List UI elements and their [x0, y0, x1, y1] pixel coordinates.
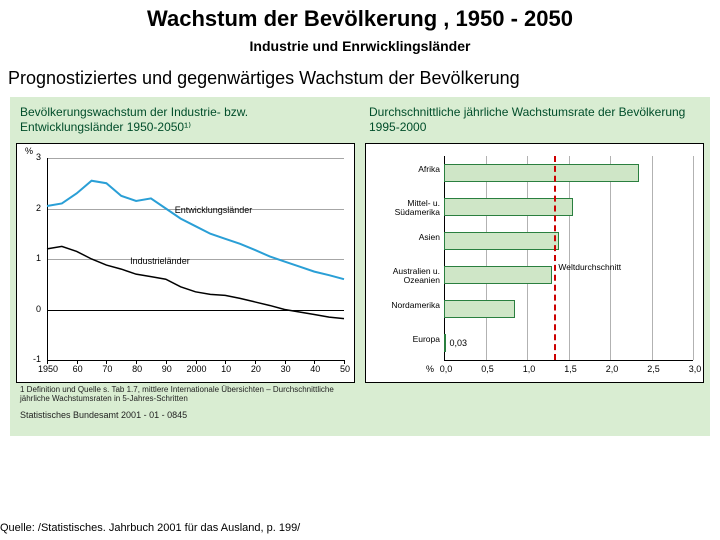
category-label: Australien u. Ozeanien [368, 267, 440, 285]
category-label: Europa [368, 335, 440, 344]
series-label-industrial: Industrieländer [130, 256, 190, 266]
bar-1 [444, 198, 573, 217]
bar-4 [444, 300, 515, 319]
left-chart-footnote: 1 Definition und Quelle s. Tab 1.7, mitt… [16, 383, 355, 404]
category-label: Nordamerika [368, 301, 440, 310]
x-tick-label: 3,0 [683, 364, 707, 374]
citation: Quelle: /Statistisches. Jahrbuch 2001 fü… [0, 522, 300, 534]
right-panel: Durchschnittliche jährliche Wachstumsrat… [365, 103, 704, 404]
x-tick-label: 0,5 [476, 364, 500, 374]
x-tick-label: 1,0 [517, 364, 541, 374]
bar-5 [444, 334, 446, 353]
right-bar-chart: 0,0 0,5 1,0 1,5 2,0 2,5 3,0% Afrika Mittel- u. S… [365, 143, 704, 383]
x-tick-label: 0,0 [434, 364, 458, 374]
page-subtitle: Industrie und Enrwicklingsländer [0, 38, 720, 54]
x-tick-label: 2,5 [642, 364, 666, 374]
x-tick-label: 2,0 [600, 364, 624, 374]
left-panel: Bevölkerungswachstum der Industrie- bzw.… [16, 103, 355, 404]
source-line: Statistisches Bundesamt 2001 - 01 - 0845 [16, 410, 704, 420]
category-label: Asien [368, 233, 440, 242]
x-tick-label: 1,5 [559, 364, 583, 374]
page: { "header": { "title": "Wachstum der Bev… [0, 0, 720, 540]
world-average-label: Weltdurchschnitt [558, 262, 621, 272]
bar-2 [444, 232, 559, 251]
chart-panel-container: Bevölkerungswachstum der Industrie- bzw.… [10, 97, 710, 436]
left-chart-title: Bevölkerungswachstum der Industrie- bzw.… [16, 103, 355, 143]
category-label: Mittel- u. Südamerika [368, 199, 440, 217]
world-average-line [554, 156, 556, 360]
bar-value-label: 0,03 [449, 338, 467, 348]
page-title: Wachstum der Bevölkerung , 1950 - 2050 [0, 0, 720, 32]
series-label-developing: Entwicklungsländer [175, 205, 253, 215]
left-line-chart: %-1012319506070809020001020304050Entwick… [16, 143, 355, 383]
bar-3 [444, 266, 552, 285]
right-chart-title: Durchschnittliche jährliche Wachstumsrat… [365, 103, 704, 143]
x-axis-unit: % [426, 364, 434, 374]
series-Industrieländer [47, 246, 344, 318]
category-label: Afrika [368, 165, 440, 174]
series-Entwicklungsländer [47, 181, 344, 279]
bar-0 [444, 164, 639, 183]
page-heading: Prognostiziertes und gegenwärtiges Wachs… [8, 68, 720, 89]
